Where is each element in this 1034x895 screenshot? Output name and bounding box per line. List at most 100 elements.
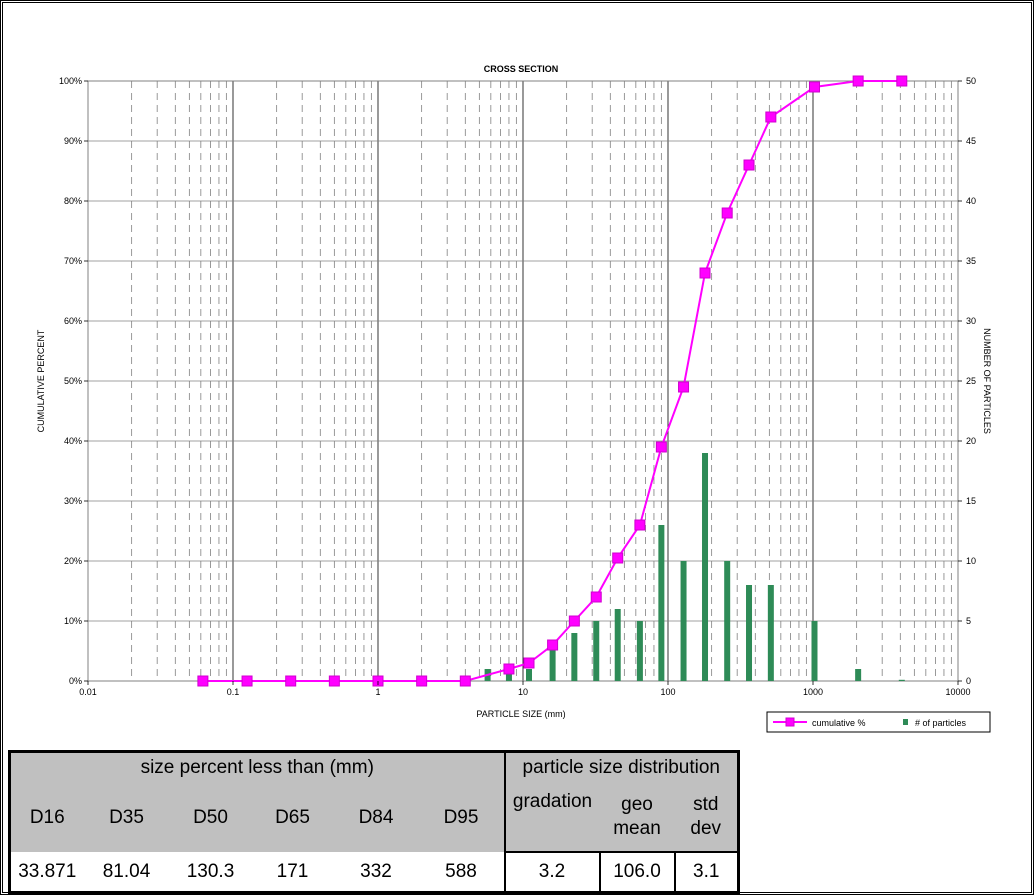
- cumulative-point: [197, 675, 209, 687]
- cumulative-point: [416, 675, 428, 687]
- y-axis-label: CUMULATIVE PERCENT: [36, 329, 46, 432]
- legend-particles-label: # of particles: [915, 718, 967, 728]
- cumulative-point: [699, 267, 711, 279]
- y2-tick-label: 50: [966, 76, 976, 86]
- d16-label: D16: [8, 783, 84, 852]
- cumulative-point: [678, 381, 690, 393]
- particle-count-bar: [593, 621, 600, 681]
- legend-line-marker: [785, 717, 795, 727]
- y-tick-label: 10%: [64, 616, 82, 626]
- x-tick-label: 10000: [945, 687, 970, 697]
- particle-size-chart: 0%10%20%30%40%50%60%70%80%90%100% 051015…: [36, 64, 992, 733]
- d84-label: D84: [358, 806, 394, 828]
- legend-cumulative-label: cumulative %: [812, 718, 866, 728]
- y-tick-label: 60%: [64, 316, 82, 326]
- cumulative-point: [241, 675, 253, 687]
- y2-tick-label: 5: [966, 616, 971, 626]
- y-tick-label: 20%: [64, 556, 82, 566]
- y2-tick-label: 15: [966, 496, 976, 506]
- y2-tick-label: 20: [966, 436, 976, 446]
- particle-count-bar: [855, 669, 862, 681]
- d65-value: 171: [251, 852, 334, 894]
- x-tick-label: 10: [518, 687, 528, 697]
- cumulative-point: [523, 657, 535, 669]
- y-tick-label: 90%: [64, 136, 82, 146]
- right-axis-ticks: 0 5 10 15 20 25 30 35 40 45 50: [958, 76, 976, 686]
- particle-count-bar: [746, 585, 753, 681]
- particle-count-bar: [702, 453, 709, 681]
- cumulative-point: [634, 519, 646, 531]
- cumulative-point: [721, 207, 733, 219]
- geo-mean-label-line2: mean: [613, 818, 661, 839]
- d65-label: D65: [275, 806, 310, 828]
- x-tick-label: 0.01: [79, 687, 97, 697]
- x-tick-label: 100: [660, 687, 675, 697]
- particle-count-bar: [505, 669, 512, 681]
- y-tick-label: 30%: [64, 496, 82, 506]
- y2-axis-label: NUMBER OF PARTICLES: [982, 328, 992, 434]
- y-tick-label: 40%: [64, 436, 82, 446]
- particle-count-bar: [614, 609, 621, 681]
- d50-value: 130.3: [169, 852, 252, 894]
- gradation-value: 3.2: [503, 851, 601, 894]
- y2-tick-label: 30: [966, 316, 976, 326]
- d35-value: 81.04: [83, 852, 170, 894]
- geo-mean-label-line1: geo: [621, 794, 653, 815]
- cumulative-point: [612, 552, 624, 564]
- cumulative-point: [896, 75, 908, 87]
- y2-tick-label: 45: [966, 136, 976, 146]
- geo-mean-value: 106.0: [598, 851, 676, 894]
- y2-tick-label: 40: [966, 196, 976, 206]
- y-tick-label: 100%: [59, 76, 82, 86]
- particle-count-bar: [636, 621, 643, 681]
- cumulative-point: [655, 441, 667, 453]
- particle-count-bar: [767, 585, 774, 681]
- particle-count-bar: [526, 669, 533, 681]
- chart-title: CROSS SECTION: [484, 64, 559, 74]
- x-axis-label: PARTICLE SIZE (mm): [476, 709, 565, 719]
- gradation-label: gradation: [503, 783, 600, 852]
- particle-count-bars: [484, 453, 905, 681]
- cumulative-point: [503, 663, 515, 675]
- std-dev-value: 3.1: [673, 851, 740, 894]
- std-dev-label: std dev: [674, 783, 740, 852]
- x-axis-ticks: 0.01 0.1 1 10 100 1000 10000: [79, 681, 971, 697]
- left-axis-ticks: 0% 10% 20% 30% 40% 50% 60% 70% 80% 90% 100%: [59, 76, 88, 686]
- particle-count-bar: [658, 525, 665, 681]
- legend-box: [766, 711, 991, 733]
- particle-count-bar: [811, 621, 818, 681]
- d50-label: D50: [193, 806, 228, 828]
- particle-count-bar: [680, 561, 687, 681]
- y2-tick-label: 35: [966, 256, 976, 266]
- particle-count-bar: [571, 633, 578, 681]
- legend: cumulative % # of particles: [766, 711, 991, 733]
- cumulative-point: [568, 615, 580, 627]
- y-tick-label: 0%: [69, 676, 82, 686]
- cumulative-point: [459, 675, 471, 687]
- particle-count-bar: [898, 679, 905, 681]
- cumulative-point: [590, 591, 602, 603]
- cumulative-point: [328, 675, 340, 687]
- geo-mean-label: geo mean: [600, 783, 675, 852]
- std-dev-label-line1: std: [693, 794, 719, 815]
- y-tick-label: 70%: [64, 256, 82, 266]
- distribution-header: particle size distribution: [503, 750, 740, 783]
- size-header: size percent less than (mm): [8, 750, 505, 783]
- cumulative-line: [197, 75, 908, 687]
- cumulative-point: [743, 159, 755, 171]
- major-gridlines: [88, 81, 958, 681]
- x-tick-label: 0.1: [227, 687, 240, 697]
- particle-count-bar: [724, 561, 731, 681]
- particle-count-bar: [549, 645, 556, 681]
- y2-tick-label: 0: [966, 676, 971, 686]
- x-tick-label: 1: [375, 687, 380, 697]
- d16-value: 33.871: [8, 852, 84, 894]
- d95-value: 588: [418, 852, 505, 894]
- cumulative-point: [547, 639, 559, 651]
- std-dev-label-line2: dev: [690, 818, 722, 839]
- d35-label: D35: [109, 806, 144, 828]
- y-tick-label: 50%: [64, 376, 82, 386]
- d84-value: 332: [333, 852, 419, 894]
- legend-bar-marker: [903, 719, 908, 725]
